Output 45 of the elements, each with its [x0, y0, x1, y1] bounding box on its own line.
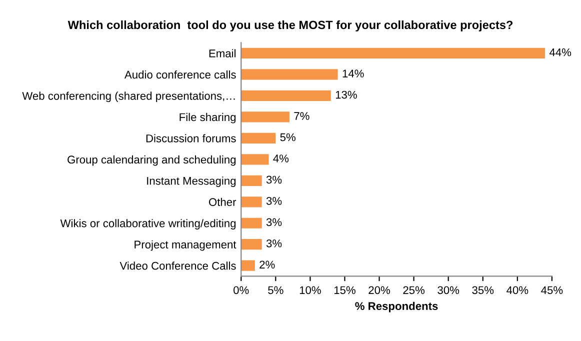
x-tick-label: 20% — [368, 286, 390, 294]
x-tick-label: 15% — [334, 286, 356, 294]
data-label: 44% — [549, 48, 572, 56]
x-tick-label: 40% — [506, 286, 528, 294]
x-tick-label: 30% — [438, 286, 460, 294]
bar — [241, 218, 262, 228]
y-tick-label: Email — [209, 49, 236, 58]
y-tick-label: Discussion forums — [146, 134, 236, 142]
y-tick-label: Group calendaring and scheduling — [68, 155, 236, 166]
chart-title: Which collaboration tool do you use the MOST for your collaborative projects? — [68, 20, 513, 32]
y-tick-label: Other — [208, 198, 236, 206]
y-tick-label: Web conferencing (shared presentations,… — [22, 92, 235, 102]
y-tick-label: File sharing — [180, 112, 236, 124]
data-label: 5% — [280, 133, 296, 142]
x-tick-label: 25% — [403, 286, 425, 294]
y-tick-label: Wikis or collaborative writing/editing — [60, 219, 236, 230]
bar — [241, 90, 331, 102]
bar — [241, 196, 262, 208]
data-label: 13% — [336, 90, 357, 99]
x-tick-label: 5% — [268, 286, 284, 294]
data-label: 3% — [266, 176, 282, 184]
bar — [241, 112, 290, 122]
data-label: 7% — [294, 112, 310, 120]
x-axis-title: % Respondents — [355, 302, 438, 312]
bar — [241, 239, 262, 250]
data-label: 4% — [273, 154, 289, 162]
x-tick-label: 0% — [234, 286, 249, 294]
data-label: 3% — [266, 197, 282, 205]
bar — [241, 154, 269, 165]
data-label: 3% — [266, 239, 282, 248]
y-tick-label: Video Conference Calls — [120, 262, 236, 270]
bar — [241, 132, 276, 144]
y-tick-label: Instant Messaging — [147, 176, 236, 187]
bar — [241, 175, 262, 186]
bar — [241, 69, 338, 80]
y-tick-label: Project management — [134, 240, 236, 251]
data-label: 3% — [266, 218, 282, 226]
data-label: 14% — [342, 70, 364, 78]
x-tick-label: 35% — [472, 286, 494, 294]
data-label: 2% — [260, 260, 275, 269]
bar — [241, 48, 546, 59]
x-tick-label: 45% — [541, 286, 563, 294]
y-tick-label: Audio conference calls — [124, 70, 236, 79]
bar — [241, 260, 255, 271]
x-tick-label: 10% — [300, 286, 321, 294]
